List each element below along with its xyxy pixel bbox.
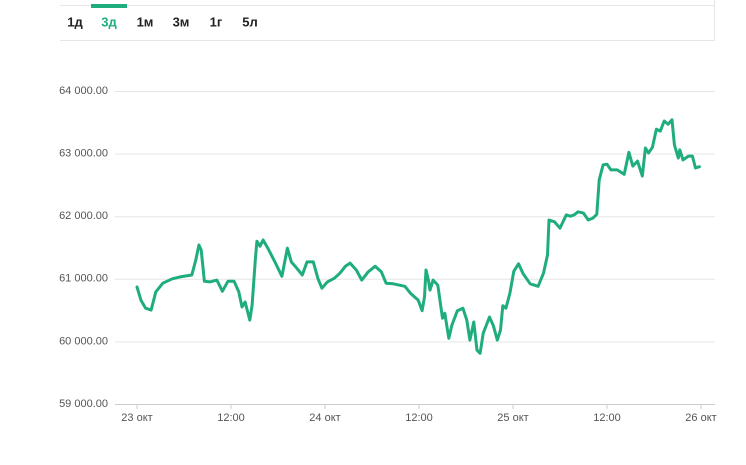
x-tick-label: 24 окт	[309, 412, 340, 424]
y-tick-label: 62 000.00	[59, 210, 108, 222]
y-tick-label: 60 000.00	[59, 335, 108, 347]
active-tab-indicator	[91, 4, 127, 8]
x-tick-label: 12:00	[217, 412, 245, 424]
tab[interactable]: 3д	[101, 14, 117, 29]
tab[interactable]: 3м	[173, 14, 190, 29]
x-tick-label: 12:00	[593, 412, 621, 424]
tab[interactable]: 5л	[242, 14, 258, 29]
x-tick-label: 12:00	[405, 412, 433, 424]
tab[interactable]: 1г	[210, 14, 223, 29]
y-tick-label: 64 000.00	[59, 85, 108, 97]
x-tick-label: 26 окт	[685, 412, 716, 424]
x-tick-label: 25 окт	[497, 412, 528, 424]
y-tick-label: 59 000.00	[59, 398, 108, 410]
tab[interactable]: 1м	[137, 14, 154, 29]
tab[interactable]: 1д	[67, 14, 83, 29]
y-tick-label: 63 000.00	[59, 148, 108, 160]
x-tick-label: 23 окт	[121, 412, 152, 424]
y-tick-label: 61 000.00	[59, 273, 108, 285]
price-line	[135, 118, 701, 355]
